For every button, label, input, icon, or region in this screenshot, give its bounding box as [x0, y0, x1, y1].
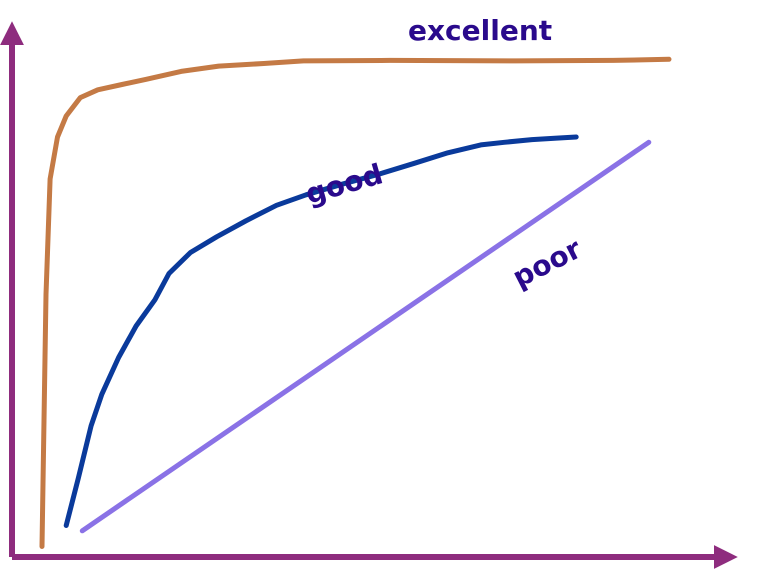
series-line-good	[63, 134, 579, 528]
series-line-excellent	[39, 56, 672, 549]
label-poor: poor	[507, 232, 587, 294]
label-good: good	[302, 157, 387, 210]
label-excellent: excellent	[408, 14, 552, 47]
series-line-poor	[79, 139, 652, 534]
